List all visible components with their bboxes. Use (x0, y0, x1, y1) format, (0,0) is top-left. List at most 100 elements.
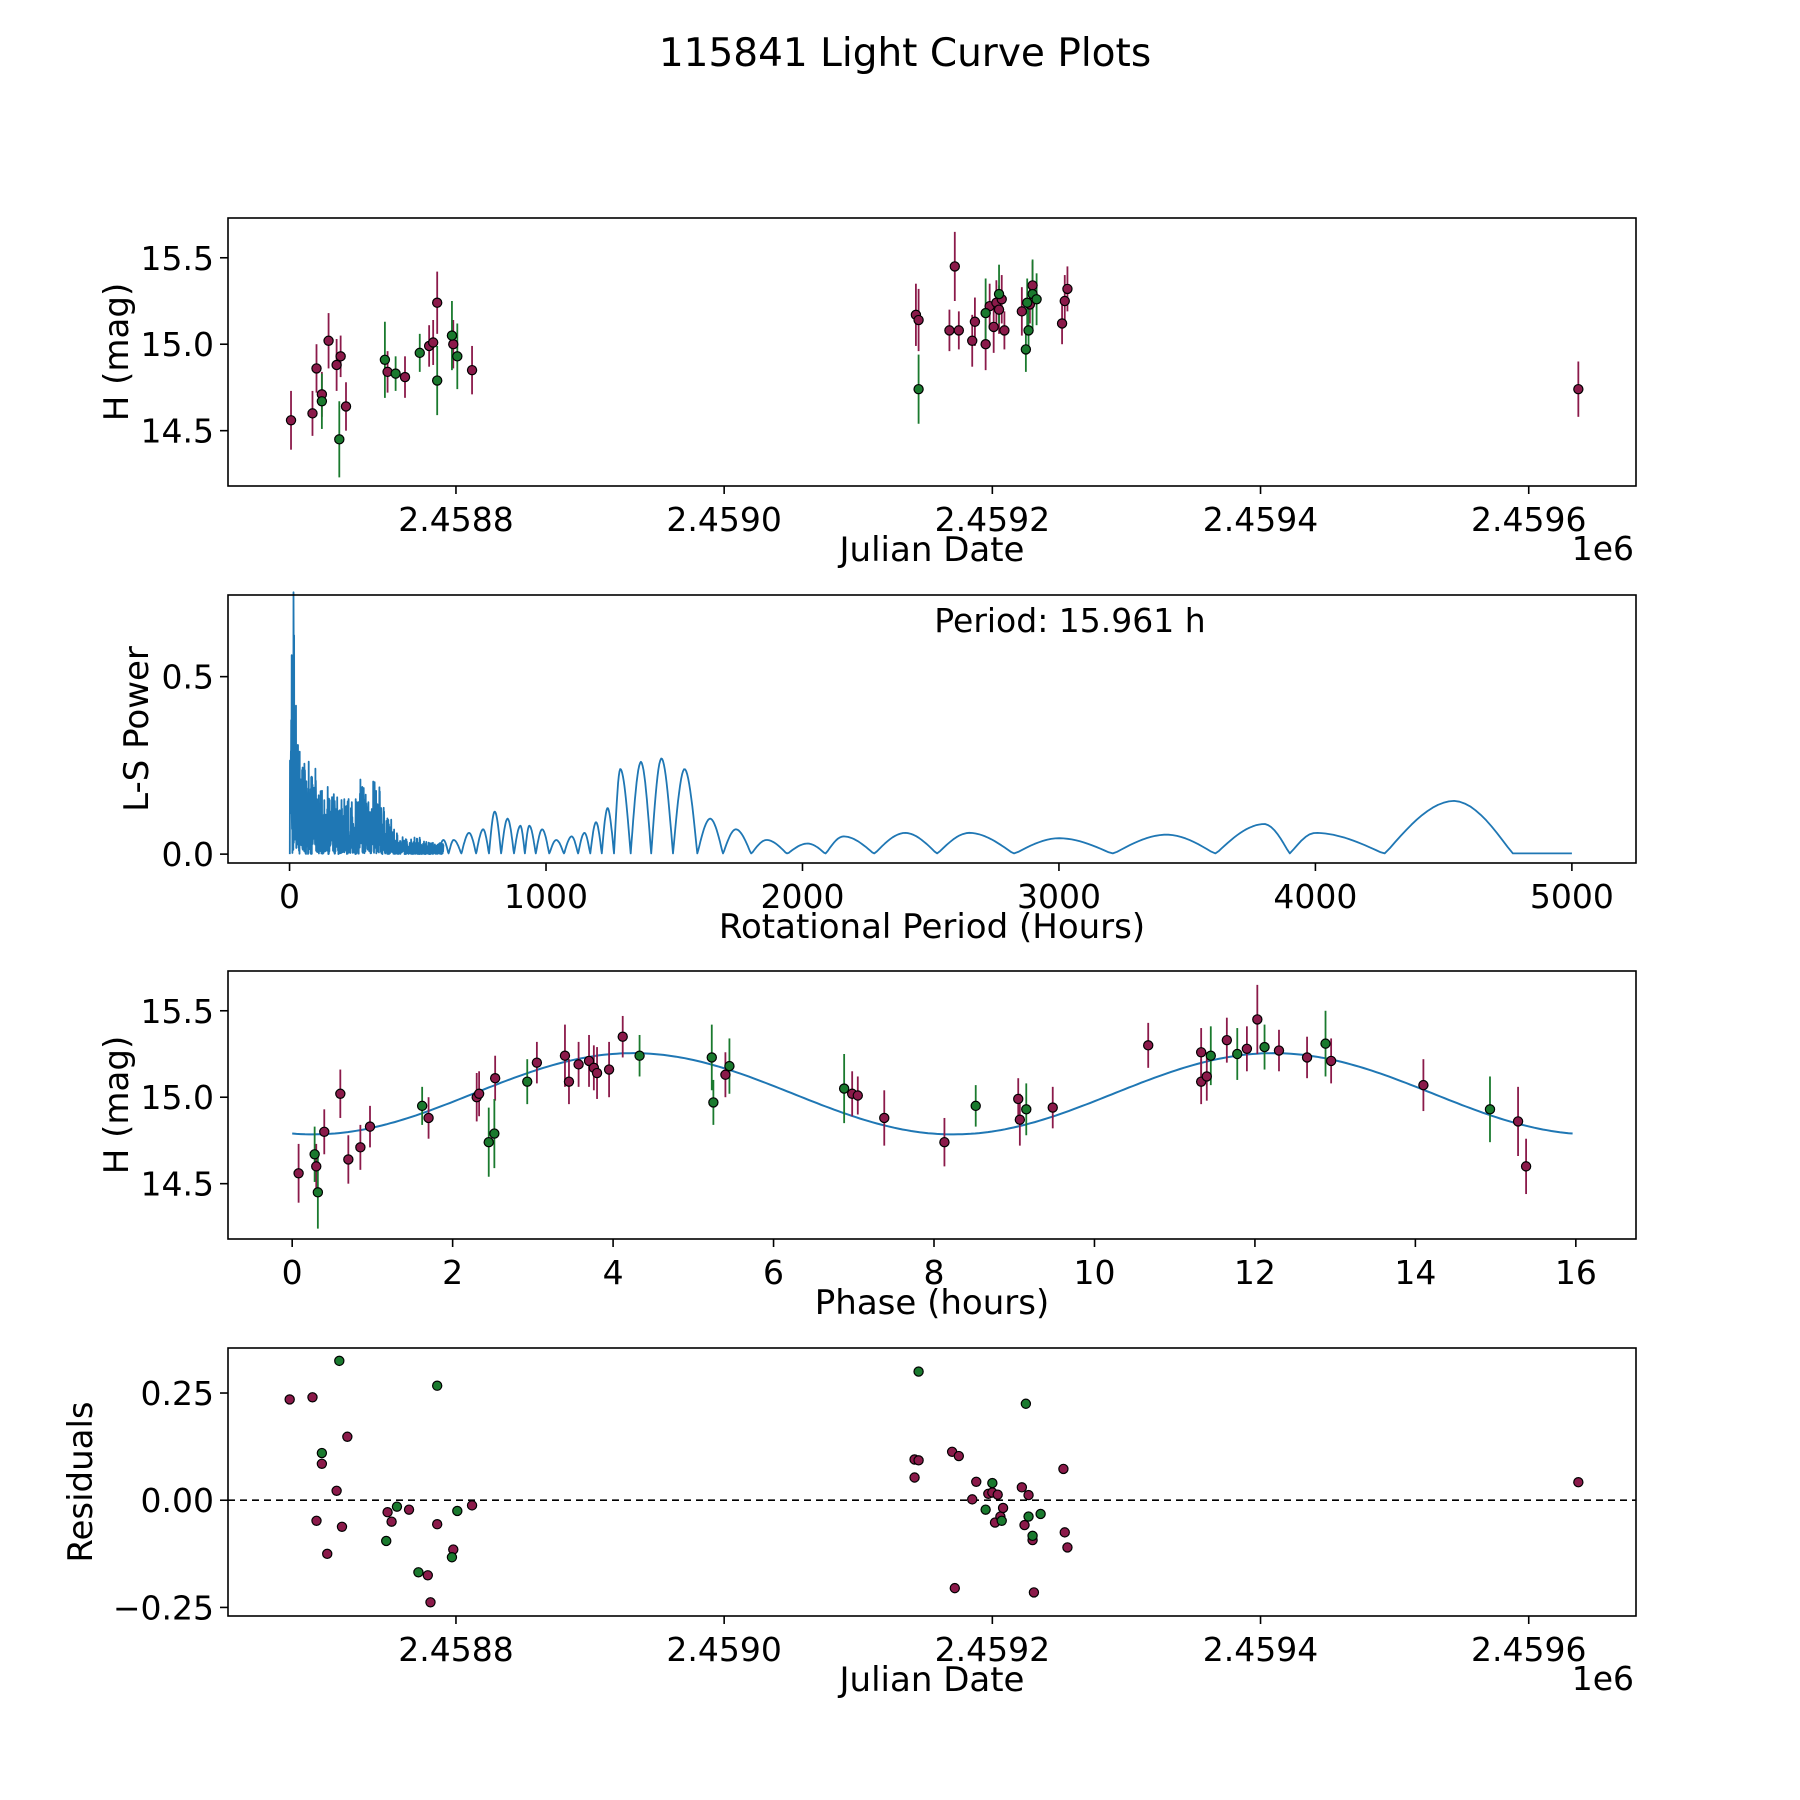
phased-point (473, 1088, 485, 1099)
lightcurve-point (390, 368, 401, 379)
lightcurve-point (1020, 344, 1032, 355)
residuals-point (1028, 1587, 1040, 1598)
lightcurve-point (944, 325, 955, 336)
residuals-point (967, 1494, 978, 1505)
lightcurve-point (331, 359, 342, 371)
residuals-point (971, 1476, 982, 1487)
lightcurve-xtick-label: 2.4590 (666, 500, 781, 539)
residuals-xlabel: Julian Date (838, 1660, 1025, 1700)
residuals-xtick-label: 2.4594 (1203, 1630, 1318, 1669)
lightcurve-point (334, 434, 345, 445)
phased-point (1273, 1045, 1285, 1056)
phased-point (416, 1100, 428, 1112)
phased-xtick-label: 16 (1555, 1253, 1597, 1292)
lightcurve-point (913, 314, 924, 326)
residuals-point (949, 1582, 960, 1594)
lightcurve-point (999, 325, 1010, 336)
lightcurve-point (448, 339, 459, 350)
residuals-point (403, 1504, 415, 1515)
residuals-point (342, 1431, 353, 1442)
phased-point (617, 1031, 628, 1042)
phased-point (838, 1083, 850, 1094)
residuals-point (1035, 1508, 1046, 1520)
residuals-point (987, 1477, 998, 1489)
lightcurve-offset-label: 1e6 (1572, 529, 1634, 568)
residuals-point (422, 1570, 434, 1581)
lightcurve-point (1056, 318, 1068, 329)
residuals-point (284, 1394, 295, 1405)
phased-xtick-label: 8 (924, 1253, 945, 1292)
periodogram-xtick-label: 1000 (504, 877, 588, 916)
phased-ytick-label: 15.0 (141, 1078, 214, 1117)
residuals-ylabel: Residuals (61, 1401, 101, 1562)
lightcurve-point (399, 371, 411, 383)
residuals-point (913, 1366, 924, 1377)
phased-point (293, 1168, 304, 1179)
lightcurve-point (307, 408, 318, 419)
residuals-offset-label: 1e6 (1572, 1659, 1634, 1698)
phased-point (1484, 1104, 1496, 1115)
period-annotation: Period: 15.961 h (934, 601, 1205, 640)
periodogram-xlabel: Rotational Period (Hours) (719, 907, 1145, 947)
residuals-point (1020, 1398, 1032, 1409)
lightcurve-point (969, 316, 981, 327)
phased-ylabel: H (mag) (97, 1036, 137, 1174)
lightcurve-point (1062, 283, 1073, 295)
phased-point (852, 1090, 863, 1101)
phased-point (1205, 1050, 1216, 1061)
periodogram-ytick-label: 0.0 (162, 835, 214, 874)
lightcurve-point (949, 261, 960, 272)
lightcurve-xtick-label: 2.4588 (398, 500, 513, 539)
periodogram-frame (227, 594, 1637, 864)
residuals-point (1019, 1519, 1030, 1531)
periodogram-ytick-label: 0.5 (162, 658, 214, 697)
lightcurve-frame (227, 217, 1637, 487)
residuals-point (413, 1567, 424, 1578)
periodogram-xtick-label: 2000 (760, 877, 844, 916)
phased-xtick-label: 6 (763, 1253, 784, 1292)
phased-ytick-label: 14.5 (141, 1165, 214, 1204)
lightcurve-point (980, 339, 991, 350)
phased-point (724, 1060, 735, 1072)
phased-point (1512, 1116, 1524, 1127)
phased-point (1418, 1079, 1429, 1091)
phased-point (522, 1076, 533, 1087)
phased-marks (292, 984, 1573, 1229)
residuals-point (466, 1500, 478, 1511)
residuals-point (992, 1489, 1003, 1500)
periodogram-ylabel: L-S Power (117, 646, 157, 812)
lightcurve-point (980, 307, 991, 319)
phased-point (1221, 1034, 1233, 1046)
lightcurve-point (1016, 306, 1028, 317)
residuals-point (322, 1548, 333, 1560)
residuals-point (331, 1485, 342, 1496)
phased-point (559, 1050, 571, 1061)
lightcurve-xtick-label: 2.4596 (1471, 500, 1586, 539)
lightcurve-point (285, 415, 297, 426)
phased-xtick-label: 10 (1073, 1253, 1115, 1292)
lightcurve-xtick-label: 2.4594 (1203, 500, 1318, 539)
residuals-point (336, 1521, 348, 1533)
phased-point (531, 1057, 543, 1068)
phased-point (879, 1112, 890, 1124)
lightcurve-panel: 2.4588 2.4590 2.4592 2.4594 2.4596 14.5 15.0 15… (97, 217, 1637, 570)
lightcurve-point (431, 375, 443, 386)
residuals-ytick-label: 0.25 (141, 1374, 214, 1413)
phased-point (1241, 1043, 1253, 1055)
phased-point (1259, 1041, 1270, 1053)
residuals-ytick-label: −0.25 (113, 1588, 214, 1627)
lightcurve-point (1573, 383, 1584, 395)
phased-point (563, 1076, 575, 1087)
lightcurve-point (953, 325, 965, 336)
lightcurve-point (414, 347, 425, 359)
lightcurve-point (913, 383, 924, 395)
phased-xtick-label: 4 (603, 1253, 624, 1292)
lightcurve-point (340, 401, 352, 412)
phased-xtick-label: 2 (442, 1253, 463, 1292)
periodogram-xtick-label: 3000 (1017, 877, 1101, 916)
phased-point (603, 1064, 615, 1075)
phased-point (335, 1088, 346, 1099)
lightcurve-ticks: 2.4588 2.4590 2.4592 2.4594 2.4596 14.5 15.0 15… (141, 239, 1587, 539)
residuals-point (382, 1507, 393, 1518)
